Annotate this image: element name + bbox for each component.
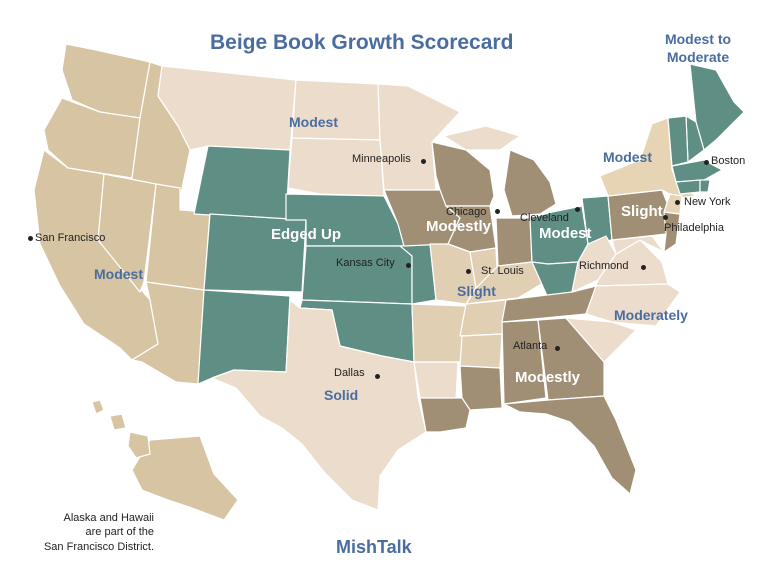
st-louis-city-label: St. Louis [481,265,524,277]
state-south-mississippi [459,365,503,411]
chicago-city-label: Chicago [446,206,487,218]
state-west-tennessee [459,299,507,337]
minneapolis-dot [421,159,426,164]
chicago-dot [495,209,500,214]
richmond-district-label: Moderately [614,307,688,323]
district-san-francisco [33,43,239,521]
district-st-louis [411,243,549,369]
district-cleveland [529,195,613,299]
cleveland-city-label: Cleveland [520,212,569,224]
state-nevada [97,173,157,293]
state-north-indiana [495,217,533,267]
minneapolis-city-label: Minneapolis [352,153,411,165]
state-south-dakota [287,137,385,197]
state-north-louisiana [413,361,459,401]
boston-label-line-1: Modest to [664,31,732,47]
state-massachusetts [671,159,723,183]
district-boston [667,63,745,195]
district-richmond [565,235,681,363]
state-south-carolina [565,317,637,363]
district-philadelphia [607,189,681,253]
kansas-city-city-label: Kansas City [336,257,395,269]
alaska-hawaii-note: Alaska and Hawaii are part of the San Fr… [44,511,154,554]
state-kansas [301,245,413,305]
new-york-city-label: New York [684,196,731,208]
state-vermont [667,115,689,167]
atlanta-city-label: Atlanta [513,340,548,352]
state-minnesota [377,83,461,191]
district-chicago [383,141,557,267]
philadelphia-city-label: Philadelphia [664,222,724,234]
new-york-district-label: Modest [603,149,652,165]
dallas-dot [375,374,380,379]
boston-district-label: Modest to Moderate [652,31,744,66]
boston-label-line-2: Moderate [666,48,730,65]
philadelphia-dot [663,215,668,220]
note-line-3: San Francisco District. [43,540,154,553]
minneapolis-district-label: Modest [289,114,338,130]
san-francisco-district-label: Modest [94,266,143,282]
state-arkansas [411,303,467,363]
state-north-new-jersey [663,193,683,215]
state-rhode-island [699,179,711,193]
philadelphia-district-label: Slight [621,203,663,220]
san-francisco-city-label: San Francisco [35,232,106,244]
atlanta-district-label: Modestly [515,369,581,386]
atlanta-dot [555,346,560,351]
st-louis-district-label: Slight [457,283,496,299]
state-alaska [131,435,239,521]
cleveland-dot [575,207,580,212]
boston-city-label: Boston [711,155,746,167]
dallas-district-label: Solid [324,387,359,403]
state-hawaii [91,399,151,459]
note-line-2: are part of the [85,526,155,539]
dallas-city-label: Dallas [334,367,365,379]
richmond-dot [641,265,646,270]
state-florida [503,395,637,495]
district-atlanta [419,285,637,495]
state-wyoming [193,145,291,221]
st-louis-dot [466,269,471,274]
note-line-1: Alaska and Hawaii [63,512,155,524]
state-lower-michigan [503,149,557,217]
page-title: Beige Book Growth Scorecard [210,31,514,54]
state-connecticut [675,179,701,195]
new-york-dot [675,200,680,205]
district-minneapolis [157,65,521,197]
boston-dot [704,160,709,165]
state-georgia [537,317,605,401]
state-south-louisiana [419,397,471,433]
footer-brand: MishTalk [336,537,412,557]
state-upper-michigan [443,125,521,151]
cleveland-district-label: Modest [539,225,592,242]
state-texas [211,299,427,511]
kansas-city-district-label: Edged Up [271,226,341,243]
district-kansas-city [193,145,437,385]
richmond-city-label: Richmond [579,260,629,272]
san-francisco-dot [28,236,33,241]
state-north-mississippi [459,333,503,369]
kansas-city-dot [406,263,411,268]
state-north-dakota [291,79,381,141]
state-alabama [501,319,547,405]
chicago-district-label: Modestly [426,218,492,235]
